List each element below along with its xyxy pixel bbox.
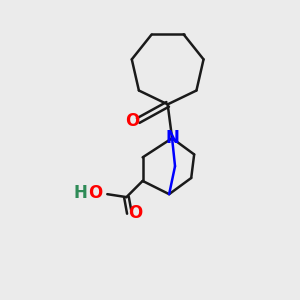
Text: N: N	[165, 129, 179, 147]
Text: O: O	[125, 112, 140, 130]
Text: O: O	[128, 204, 142, 222]
Text: O: O	[88, 184, 102, 202]
Text: H: H	[74, 184, 88, 202]
